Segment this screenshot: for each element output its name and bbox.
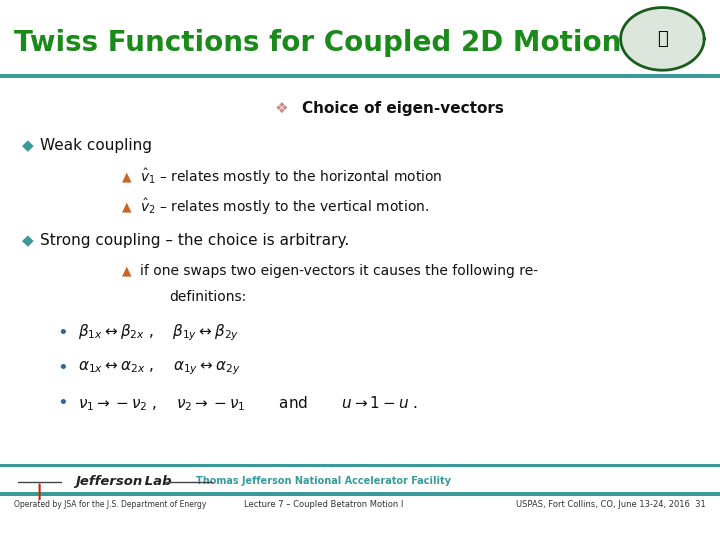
Bar	[0, 74, 720, 78]
Text: Operated by JSA for the J.S. Department of Energy: Operated by JSA for the J.S. Department …	[14, 501, 207, 509]
Text: $\nu_1 \rightarrow -\nu_2$ ,    $\nu_2 \rightarrow -\nu_1$       and       $u \r: $\nu_1 \rightarrow -\nu_2$ , $\nu_2 \rig…	[78, 394, 418, 413]
Text: •: •	[58, 394, 68, 413]
Text: 🐏: 🐏	[657, 30, 667, 48]
Text: •: •	[58, 359, 68, 377]
Text: $\hat{v}_2$ – relates mostly to the vertical motion.: $\hat{v}_2$ – relates mostly to the vert…	[140, 197, 430, 217]
Bar	[0, 464, 720, 467]
Text: $\hat{v}_1$ – relates mostly to the horizontal motion: $\hat{v}_1$ – relates mostly to the hori…	[140, 167, 443, 187]
Text: $\beta_{1x} \leftrightarrow \beta_{2x}$ ,    $\beta_{1y} \leftrightarrow \beta_{: $\beta_{1x} \leftrightarrow \beta_{2x}$ …	[78, 323, 239, 343]
Text: Thomas Jefferson National Accelerator Facility: Thomas Jefferson National Accelerator Fa…	[197, 476, 451, 485]
Text: ▲: ▲	[122, 265, 132, 278]
Text: Choice of eigen-vectors: Choice of eigen-vectors	[302, 100, 504, 116]
Text: Lecture 7 – Coupled Betatron Motion I: Lecture 7 – Coupled Betatron Motion I	[244, 501, 404, 509]
Text: Jefferson: Jefferson	[76, 475, 143, 488]
Text: Weak coupling: Weak coupling	[40, 138, 152, 153]
Text: ▲: ▲	[122, 200, 132, 213]
Text: USPAS, Fort Collins, CO, June 13-24, 2016  31: USPAS, Fort Collins, CO, June 13-24, 201…	[516, 501, 706, 509]
Bar	[0, 0, 720, 74]
Bar	[0, 492, 720, 496]
Text: ◆: ◆	[22, 233, 33, 248]
Text: if one swaps two eigen-vectors it causes the following re-: if one swaps two eigen-vectors it causes…	[140, 264, 539, 278]
Text: definitions:: definitions:	[169, 290, 246, 304]
Text: ❖: ❖	[274, 100, 288, 116]
Text: Strong coupling – the choice is arbitrary.: Strong coupling – the choice is arbitrar…	[40, 233, 349, 248]
Text: Lab: Lab	[140, 475, 172, 488]
Text: ◆: ◆	[22, 138, 33, 153]
Text: Twiss Functions for Coupled 2D Motion: Twiss Functions for Coupled 2D Motion	[14, 29, 622, 57]
Text: $\alpha_{1x} \leftrightarrow \alpha_{2x}$ ,    $\alpha_{1y} \leftrightarrow \alp: $\alpha_{1x} \leftrightarrow \alpha_{2x}…	[78, 360, 240, 377]
Text: ▲: ▲	[122, 171, 132, 184]
Polygon shape	[621, 8, 704, 70]
Text: •: •	[58, 324, 68, 342]
